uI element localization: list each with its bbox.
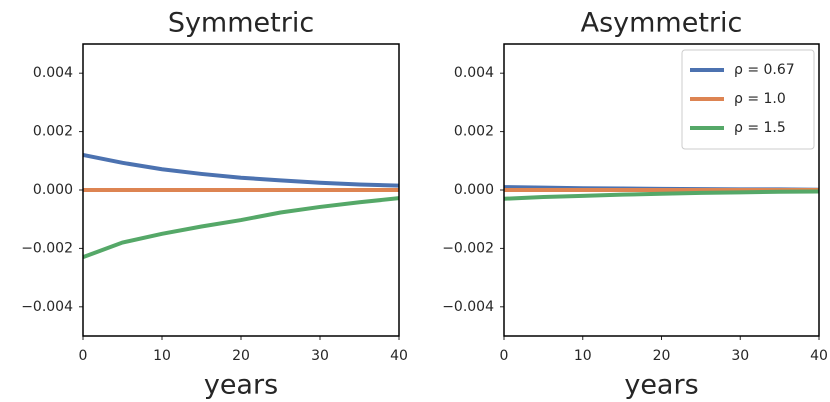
x-axis-label: years <box>624 370 698 401</box>
x-tick-label: 10 <box>574 348 592 364</box>
chart-title: Asymmetric <box>581 8 743 39</box>
chart-title: Symmetric <box>168 8 314 39</box>
y-tick-label: 0.004 <box>33 65 73 81</box>
y-tick-label: 0.004 <box>454 65 494 81</box>
x-tick-label: 20 <box>232 348 250 364</box>
x-tick-label: 30 <box>311 348 329 364</box>
y-tick-label: 0.002 <box>33 124 73 140</box>
y-tick-label: −0.004 <box>21 299 73 315</box>
y-tick-label: −0.004 <box>442 299 494 315</box>
series-line <box>82 196 400 260</box>
x-tick-label: 0 <box>500 348 509 364</box>
plot-frame <box>82 43 400 337</box>
x-tick-label: 40 <box>390 348 408 364</box>
legend-label: ρ = 1.5 <box>734 120 786 136</box>
x-axis-label: years <box>204 370 278 401</box>
x-tick-label: 40 <box>810 348 828 364</box>
y-tick-label: 0.002 <box>454 124 494 140</box>
y-tick-label: −0.002 <box>21 240 73 256</box>
x-tick-label: 0 <box>79 348 88 364</box>
x-tick-label: 30 <box>731 348 749 364</box>
plot-frame <box>503 43 820 337</box>
legend-label: ρ = 0.67 <box>734 62 795 78</box>
y-tick-label: 0.000 <box>454 182 494 198</box>
legend-box <box>681 49 815 150</box>
x-tick-label: 10 <box>153 348 171 364</box>
series-line <box>503 189 820 201</box>
series-line <box>82 152 400 188</box>
y-tick-label: 0.000 <box>33 182 73 198</box>
x-tick-label: 20 <box>653 348 671 364</box>
legend-label: ρ = 1.0 <box>734 91 786 107</box>
y-tick-label: −0.002 <box>442 240 494 256</box>
